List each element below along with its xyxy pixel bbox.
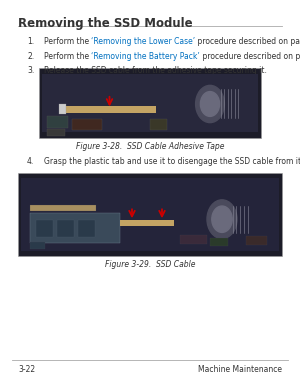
Bar xyxy=(57,220,74,237)
Bar xyxy=(21,178,279,251)
Circle shape xyxy=(200,92,220,116)
Bar xyxy=(30,205,96,211)
Text: 3-22: 3-22 xyxy=(18,365,35,374)
Text: ‘Removing the Lower Case’: ‘Removing the Lower Case’ xyxy=(91,37,195,46)
Bar xyxy=(42,74,258,132)
Bar xyxy=(58,104,66,114)
Text: Removing the SSD Module: Removing the SSD Module xyxy=(18,17,193,31)
Text: Perform the: Perform the xyxy=(44,52,91,61)
Bar xyxy=(120,220,174,226)
Text: Grasp the plastic tab and use it to disengage the SSD cable from its connector.: Grasp the plastic tab and use it to dise… xyxy=(44,157,300,166)
Text: Figure 3-28.  SSD Cable Adhesive Tape: Figure 3-28. SSD Cable Adhesive Tape xyxy=(76,142,224,151)
Bar xyxy=(18,173,282,256)
Text: Figure 3-29.  SSD Cable: Figure 3-29. SSD Cable xyxy=(105,260,195,269)
Circle shape xyxy=(196,85,224,123)
Bar xyxy=(246,236,267,245)
Text: 3.: 3. xyxy=(27,66,34,75)
Text: procedure described on page: procedure described on page xyxy=(200,52,300,61)
Text: 2.: 2. xyxy=(27,52,34,61)
Text: Release the SSD cable from the adhesive tape securing it.: Release the SSD cable from the adhesive … xyxy=(44,66,266,75)
Bar xyxy=(210,238,228,246)
Bar xyxy=(150,119,166,130)
Bar xyxy=(30,213,120,242)
Circle shape xyxy=(207,200,237,239)
Bar xyxy=(60,106,156,113)
Bar xyxy=(36,220,52,237)
Text: ‘Removing the Battery Pack’: ‘Removing the Battery Pack’ xyxy=(91,52,200,61)
Bar xyxy=(46,116,68,128)
Circle shape xyxy=(212,206,232,232)
Bar xyxy=(180,235,207,244)
Text: 4.: 4. xyxy=(27,157,34,166)
Text: procedure described on page: procedure described on page xyxy=(195,37,300,46)
Bar xyxy=(78,220,94,237)
Text: Machine Maintenance: Machine Maintenance xyxy=(198,365,282,374)
Text: 1.: 1. xyxy=(27,37,34,46)
Bar xyxy=(30,242,45,249)
Bar xyxy=(72,119,102,130)
Bar xyxy=(46,129,64,136)
Text: Perform the: Perform the xyxy=(44,37,91,46)
Bar xyxy=(39,68,261,138)
